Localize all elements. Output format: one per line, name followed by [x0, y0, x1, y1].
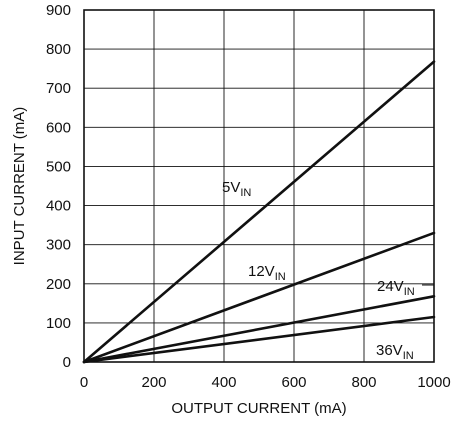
x-tick-label: 200	[141, 374, 166, 391]
y-tick-label: 400	[46, 198, 71, 215]
series-lines	[82, 60, 436, 364]
x-tick-label: 800	[351, 374, 376, 391]
x-tick-label: 0	[80, 374, 88, 391]
y-axis-ticks: 0 100 200 300 400 500 600 700 800 900	[46, 2, 71, 371]
x-axis-title: OUTPUT CURRENT (mA)	[171, 400, 346, 417]
plot-frame	[83, 9, 435, 363]
series-label-5v: 5VIN	[222, 179, 251, 199]
y-tick-label: 100	[46, 315, 71, 332]
series-labels: 5VIN 12VIN 24VIN 36VIN	[222, 179, 434, 362]
y-tick-label: 600	[46, 119, 71, 136]
series-line-36v	[82, 315, 436, 364]
x-tick-label: 1000	[417, 374, 450, 391]
x-tick-label: 400	[211, 374, 236, 391]
y-tick-label: 700	[46, 80, 71, 97]
series-label-12v: 12VIN	[248, 263, 286, 283]
y-tick-label: 900	[46, 2, 71, 19]
y-tick-label: 500	[46, 158, 71, 175]
y-tick-label: 200	[46, 276, 71, 293]
series-line-5v	[82, 60, 436, 364]
series-line-12v	[82, 231, 436, 364]
grid	[84, 10, 434, 362]
series-label-24v: 24VIN	[377, 278, 415, 298]
y-tick-label: 800	[46, 41, 71, 58]
y-tick-label: 0	[63, 354, 71, 371]
series-line-24v	[82, 294, 436, 364]
series-label-36v: 36VIN	[376, 342, 414, 362]
x-axis-ticks: 0 200 400 600 800 1000	[80, 374, 451, 391]
x-tick-label: 600	[281, 374, 306, 391]
y-axis-title: INPUT CURRENT (mA)	[11, 107, 28, 266]
y-tick-label: 300	[46, 237, 71, 254]
